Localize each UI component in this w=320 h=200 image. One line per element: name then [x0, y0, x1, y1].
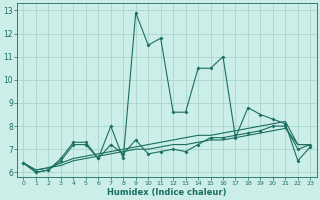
X-axis label: Humidex (Indice chaleur): Humidex (Indice chaleur) [107, 188, 227, 197]
